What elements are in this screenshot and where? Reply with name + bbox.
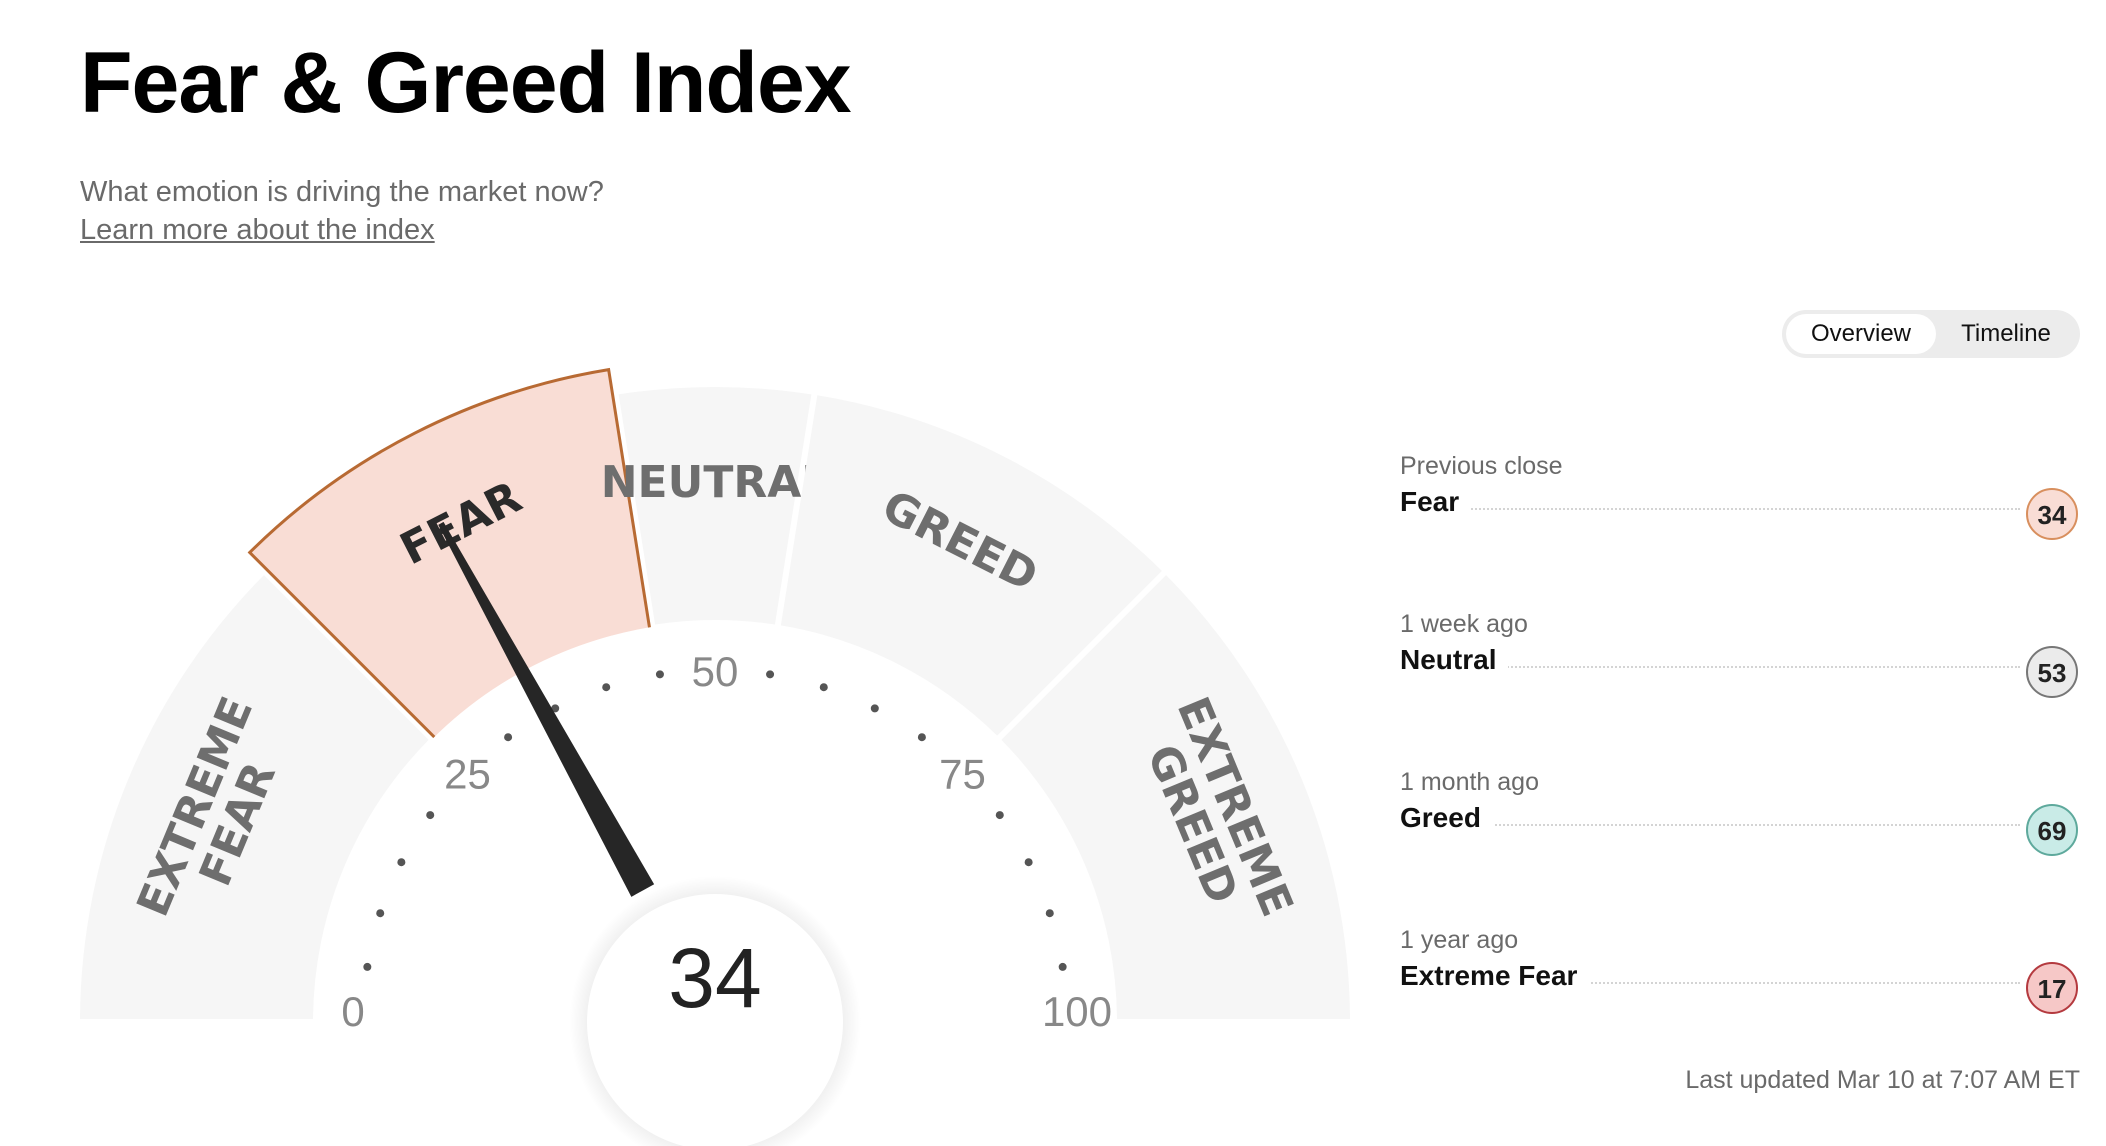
history-rating: Neutral <box>1400 644 1509 676</box>
gauge-tick-dot <box>397 858 406 867</box>
history-rating: Fear <box>1400 486 1472 518</box>
gauge-tick-dot <box>1024 858 1033 867</box>
gauge-tick-dot <box>870 704 879 713</box>
gauge-tick-label-100: 100 <box>1042 988 1112 1035</box>
gauge-tick-dot <box>551 704 560 713</box>
page-subtitle: What emotion is driving the market now? <box>80 176 604 208</box>
history-rating: Greed <box>1400 802 1493 834</box>
history-value-badge: 53 <box>2026 646 2078 698</box>
learn-more-link[interactable]: Learn more about the index <box>80 214 435 246</box>
gauge-tick-dot <box>504 733 513 742</box>
history-value-badge: 17 <box>2026 962 2078 1014</box>
gauge-tick-dot <box>376 909 385 918</box>
history-dotted-leader <box>1400 824 2020 826</box>
history-item-1-week-ago: 1 week ago Neutral 53 <box>1400 606 2080 764</box>
history-dotted-leader <box>1400 666 2020 668</box>
gauge-dial <box>315 622 1115 1022</box>
gauge-tick-label-75: 75 <box>939 751 986 798</box>
gauge-tick-dot <box>995 811 1004 820</box>
tab-timeline[interactable]: Timeline <box>1961 320 2051 347</box>
history-item-previous-close: Previous close Fear 34 <box>1400 448 2080 606</box>
gauge-hub <box>587 894 843 1146</box>
gauge-tick-label-0: 0 <box>341 988 364 1035</box>
gauge-tick-dot <box>766 670 775 679</box>
gauge-needle <box>438 521 655 897</box>
gauge-tick-dot <box>602 683 611 692</box>
history-period: Previous close <box>1400 452 1563 480</box>
gauge-tick-dot <box>655 670 664 679</box>
history-dotted-leader <box>1400 508 2020 510</box>
gauge-tick-label-50: 50 <box>692 648 739 695</box>
history-rating: Extreme Fear <box>1400 960 1590 992</box>
page-title: Fear & Greed Index <box>80 35 852 131</box>
gauge-segment-greed <box>780 395 1162 736</box>
history-item-1-month-ago: 1 month ago Greed 69 <box>1400 764 2080 922</box>
gauge-tick-dot <box>1045 909 1054 918</box>
history-value-badge: 69 <box>2026 804 2078 856</box>
history-item-1-year-ago: 1 year ago Extreme Fear 17 <box>1400 922 2080 1080</box>
gauge-segment-neutral <box>618 386 812 625</box>
gauge-tick-dot <box>363 962 372 971</box>
last-updated-text: Last updated Mar 10 at 7:07 AM ET <box>1685 1066 2080 1094</box>
history-dotted-leader <box>1400 982 2020 984</box>
history-list: Previous close Fear 34 1 week ago Neutra… <box>1400 448 2080 1080</box>
history-period: 1 month ago <box>1400 768 1539 796</box>
gauge-current-value: 34 <box>668 931 762 1025</box>
gauge-tick-dot <box>917 733 926 742</box>
gauge-tick-dot <box>1058 962 1067 971</box>
gauge-tick-dot <box>819 683 828 692</box>
history-value-badge: 34 <box>2026 488 2078 540</box>
gauge-tick-dot <box>426 811 435 820</box>
history-period: 1 year ago <box>1400 926 1519 954</box>
gauge-segment-label-neutral: NEUTRAL <box>601 457 830 508</box>
gauge-tick-label-25: 25 <box>444 751 491 798</box>
gauge-segment-extreme-fear <box>80 575 429 1019</box>
tab-overview[interactable]: Overview <box>1786 314 1936 354</box>
history-period: 1 week ago <box>1400 610 1528 638</box>
view-toggle: Overview Timeline <box>1782 310 2080 358</box>
gauge-segment-extreme-greed <box>1001 575 1350 1019</box>
